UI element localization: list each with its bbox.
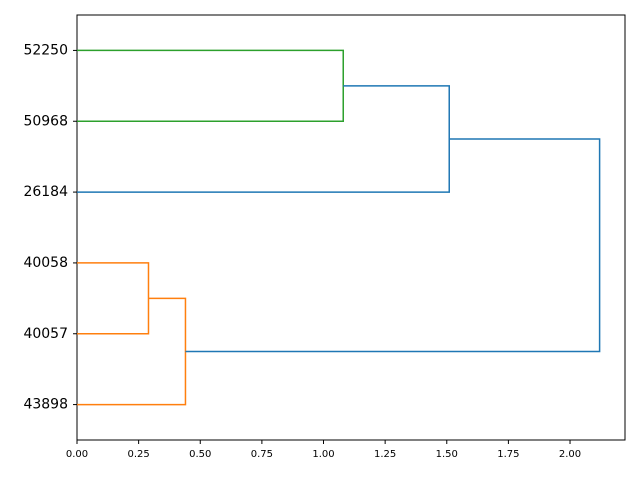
dendrogram-link [77,297,187,406]
y-tick-label: 43898 [23,397,68,413]
x-tick-label: 0.75 [251,449,273,460]
plot-frame [76,14,626,441]
dendrogram-link [185,138,601,353]
x-tick-label: 1.25 [374,449,396,460]
x-tick-label: 0.00 [66,449,88,460]
x-tick-label: 1.00 [312,449,334,460]
y-tick-label: 50968 [23,113,68,129]
x-tick-label: 0.50 [189,449,211,460]
x-tick-label: 1.50 [436,449,458,460]
x-tick-label: 2.00 [559,449,581,460]
y-tick-label: 40057 [23,326,68,342]
y-tick-label: 52250 [23,42,68,58]
x-tick-label: 1.75 [497,449,519,460]
y-tick-label: 26184 [23,184,68,200]
x-tick-label: 0.25 [127,449,149,460]
dendrogram-link [77,262,150,335]
y-tick-label: 40058 [23,255,68,271]
dendrogram-link [77,49,344,122]
dendrogram-link [77,85,450,193]
